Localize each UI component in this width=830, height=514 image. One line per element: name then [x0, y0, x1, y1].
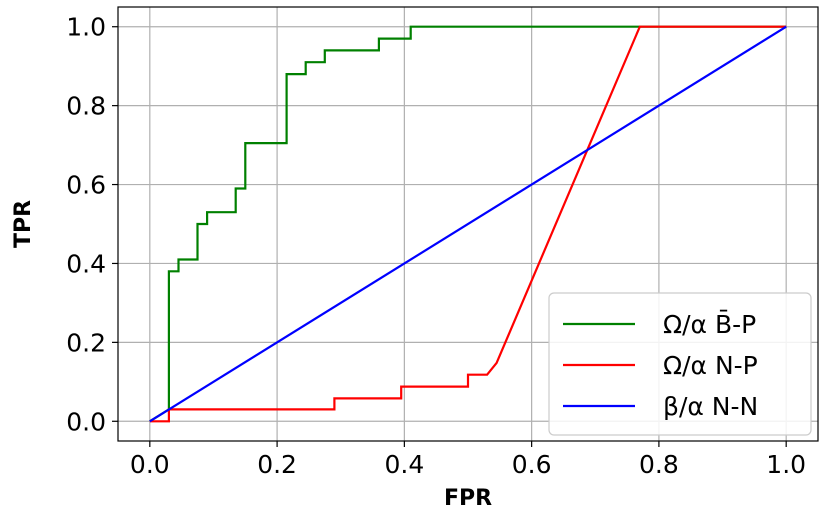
- x-tick-label: 0.8: [639, 450, 679, 479]
- x-axis-ticks: 0.0 0.2 0.4 0.6 0.8 1.0: [130, 441, 806, 479]
- legend-box: [548, 292, 812, 436]
- y-tick-label: 0.0: [66, 407, 106, 436]
- series-line-1: [149, 25, 787, 423]
- legend-label: Ω/α B̄-P: [663, 309, 756, 339]
- y-tick-label: 0.8: [66, 92, 106, 121]
- y-axis-ticks: 0.0 0.2 0.4 0.6 0.8 1.0: [66, 13, 118, 436]
- y-tick-label: 0.2: [66, 328, 106, 357]
- plot-frame: [117, 6, 819, 442]
- legend-label: β/α N-N: [663, 392, 758, 421]
- series-lines: [149, 25, 787, 423]
- x-tick-label: 0.4: [384, 450, 424, 479]
- y-tick-label: 0.4: [66, 249, 106, 278]
- y-axis-label: TPR: [11, 200, 36, 248]
- x-tick-label: 0.2: [257, 450, 297, 479]
- legend: Ω/α B̄-P Ω/α N-P β/α N-N: [548, 292, 812, 436]
- series-line-3: [149, 25, 787, 423]
- x-axis-label: FPR: [444, 486, 492, 511]
- y-tick-label: 0.6: [66, 171, 106, 200]
- y-tick-label: 1.0: [66, 13, 106, 42]
- grid: [118, 7, 818, 441]
- x-tick-label: 1.0: [766, 450, 806, 479]
- x-tick-label: 0.6: [512, 450, 552, 479]
- legend-label: Ω/α N-P: [663, 351, 758, 380]
- x-tick-label: 0.0: [130, 450, 170, 479]
